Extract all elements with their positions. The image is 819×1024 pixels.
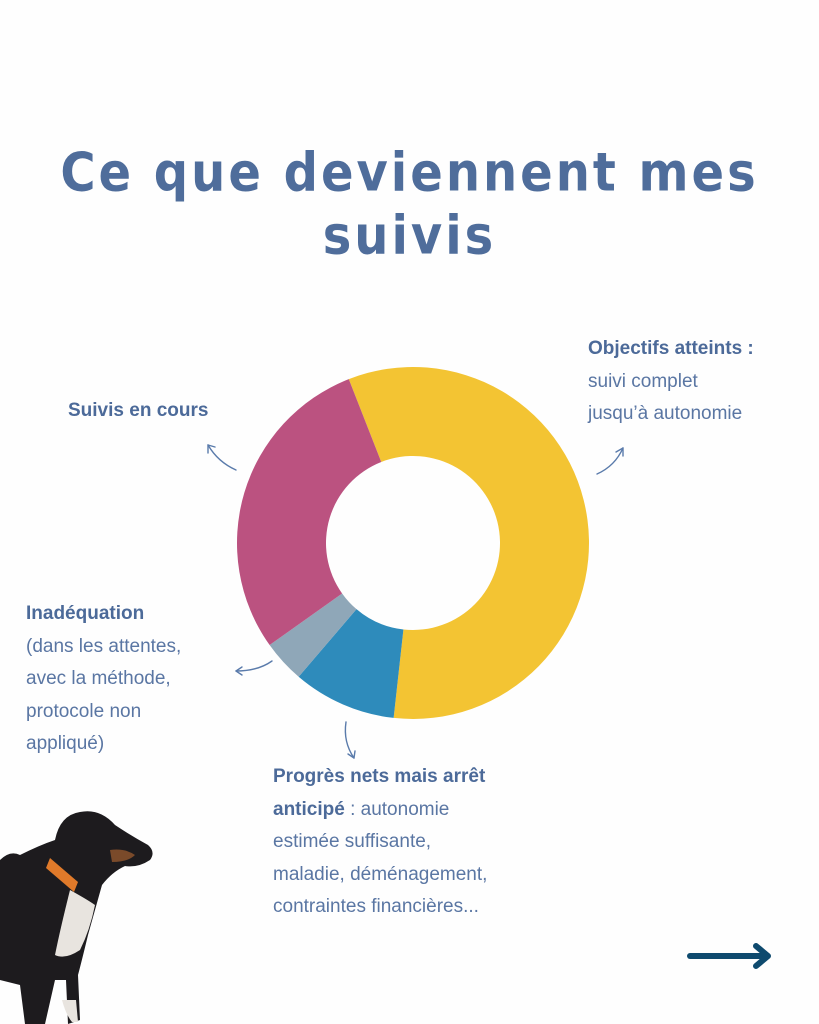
label-inadequation-line-4: appliqué) (26, 733, 105, 754)
label-inadequation-line-1: (dans les attentes, (26, 635, 182, 657)
label-progres-nets: Progrès nets mais arrêt anticipé : auton… (273, 761, 487, 924)
donut-segment (237, 379, 382, 646)
label-progres-title-2: anticipé (273, 798, 345, 820)
label-objectifs-line-2: jusqu’à autonomie (588, 403, 743, 424)
label-objectifs-atteints: Objectifs atteints : suivi complet jusqu… (588, 333, 754, 431)
donut-segment (269, 593, 357, 677)
label-progres-line-2: maladie, déménagement, (273, 863, 488, 885)
next-arrow-button[interactable] (686, 940, 776, 972)
label-suivis-title: Suivis en cours (68, 400, 209, 421)
label-progres-rest: : autonomie (344, 798, 450, 820)
label-inadequation-title: Inadéquation (26, 603, 145, 624)
page-title: Ce que deviennent mes suivis (60, 141, 759, 267)
donut-segment (298, 609, 404, 718)
donut-segment (348, 366, 589, 719)
label-inadequation: Inadéquation (dans les attentes, avec la… (26, 598, 181, 761)
label-progres-line-1: estimée suffisante, (273, 831, 432, 852)
arrow-right-icon (687, 943, 771, 969)
label-inadequation-line-2: avec la méthode, (26, 668, 171, 689)
dog-image (0, 811, 153, 1024)
label-objectifs-line-1: suivi complet (588, 370, 698, 392)
label-objectifs-title: Objectifs atteints : (588, 338, 754, 359)
label-inadequation-line-3: protocole non (26, 700, 142, 722)
label-progres-title-1: Progrès nets mais arrêt (273, 766, 486, 787)
label-suivis-en-cours: Suivis en cours (68, 395, 208, 428)
label-progres-line-3: contraintes financières... (273, 896, 479, 917)
